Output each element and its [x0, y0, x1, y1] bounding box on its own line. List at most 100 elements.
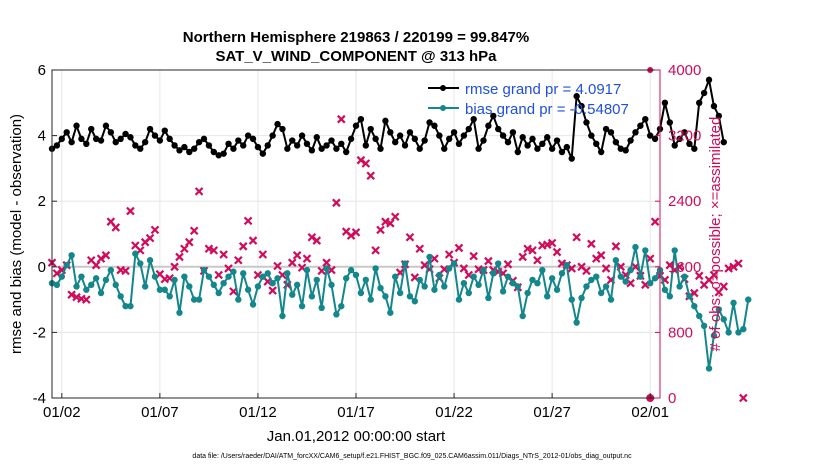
bias-point — [602, 283, 610, 290]
rmse-point — [455, 140, 463, 147]
y-axis-label: rmse and bias (model - observation) — [8, 114, 25, 354]
obs-marker — [444, 250, 454, 259]
bias-point — [490, 270, 497, 277]
bias-point — [186, 283, 193, 290]
obs-marker-stroke-b — [322, 258, 331, 267]
obs-marker — [307, 233, 317, 242]
bias-point — [676, 283, 683, 290]
bias-point — [171, 276, 178, 284]
bias-point — [244, 286, 252, 293]
bias-point — [122, 302, 129, 310]
rmse-point — [553, 137, 561, 144]
obs-marker — [709, 270, 719, 280]
rmse-point — [338, 140, 345, 147]
obs-marker — [351, 228, 361, 237]
rmse-point — [416, 145, 423, 152]
obs-marker — [67, 290, 76, 299]
rmse-point — [509, 129, 517, 136]
bias-point — [210, 281, 218, 289]
rmse-point — [210, 148, 218, 156]
obs-marker — [209, 246, 219, 255]
rmse-point — [568, 155, 575, 162]
rmse-point — [107, 129, 115, 136]
rmse-point — [323, 142, 330, 149]
bias-point — [465, 289, 472, 297]
obs-marker-stroke-b — [518, 252, 527, 262]
rmse-point — [220, 150, 227, 157]
y2-axis-label: # of obs: o=possible; ×=assimilated — [707, 117, 724, 352]
rmse-point — [450, 129, 458, 136]
bias-point — [431, 286, 438, 293]
bias-point — [583, 283, 590, 290]
bias-point — [715, 306, 723, 313]
obs-marker — [596, 251, 606, 260]
bias-point — [735, 329, 742, 336]
obs-marker — [170, 262, 179, 272]
rmse-point — [504, 138, 512, 146]
obs-marker-stroke-b — [243, 216, 253, 226]
y2-tick-label: 2400 — [668, 193, 701, 210]
rmse-point — [63, 129, 70, 136]
bias-point — [622, 278, 629, 285]
bias-point — [215, 289, 222, 297]
y2-tick-label: 800 — [668, 324, 693, 341]
obs-marker-stroke-b — [405, 233, 415, 242]
rmse-point — [357, 116, 365, 123]
obs-marker — [219, 250, 228, 259]
bias-point — [740, 325, 747, 333]
bias-point — [519, 312, 526, 320]
rmse-point — [642, 116, 649, 123]
obs-marker-stroke-b — [611, 242, 621, 251]
obs-marker-stroke-b — [371, 246, 380, 255]
bias-point — [627, 266, 634, 274]
obs-marker — [292, 251, 302, 260]
obs-marker-stroke-b — [175, 252, 184, 262]
bias-point — [137, 260, 144, 267]
bias-point — [568, 296, 575, 303]
rmse-point — [612, 138, 620, 146]
rmse-point — [58, 135, 66, 143]
obs-marker — [719, 282, 729, 291]
rmse-point — [720, 138, 727, 146]
rmse-point — [686, 140, 693, 147]
rmse-point — [176, 147, 183, 154]
obs-marker-stroke-b — [596, 251, 606, 260]
obs-marker-stroke-b — [302, 254, 312, 263]
obs-marker-stroke-b — [106, 217, 116, 226]
obs-marker — [145, 233, 155, 243]
obs-marker — [371, 246, 380, 255]
obs-marker — [356, 155, 366, 165]
obs-marker — [366, 171, 375, 181]
obs-marker — [503, 260, 513, 269]
obs-marker-stroke-b — [567, 264, 577, 273]
bias-point — [411, 298, 419, 305]
rmse-point — [171, 142, 178, 149]
bias-point — [176, 309, 183, 316]
rmse-point — [441, 145, 448, 152]
obs-marker — [96, 254, 106, 263]
rmse-point — [195, 138, 203, 146]
bias-point — [646, 280, 654, 287]
bias-point — [342, 275, 350, 282]
obs-marker-stroke-b — [101, 251, 111, 260]
bias-point — [612, 257, 620, 264]
rmse-point — [289, 137, 296, 144]
bias-point — [269, 280, 276, 287]
obs-marker — [273, 261, 282, 271]
rmse-point — [68, 138, 75, 146]
bias-point — [436, 271, 443, 279]
x-tick-label: 01/07 — [141, 404, 179, 421]
obs-marker — [734, 259, 743, 268]
y2-tick-label: 3200 — [668, 128, 701, 145]
obs-marker-stroke-b — [337, 114, 346, 124]
obs-marker — [121, 266, 130, 276]
rmse-point — [715, 112, 723, 120]
rmse-layer — [48, 76, 727, 162]
bias-point — [254, 283, 262, 290]
obs-marker — [234, 255, 243, 265]
obs-marker-stroke-b — [601, 264, 611, 273]
rmse-point — [544, 134, 551, 141]
bias-point — [289, 291, 296, 298]
rmse-point — [431, 122, 438, 129]
obs-marker-stroke-b — [131, 241, 140, 250]
